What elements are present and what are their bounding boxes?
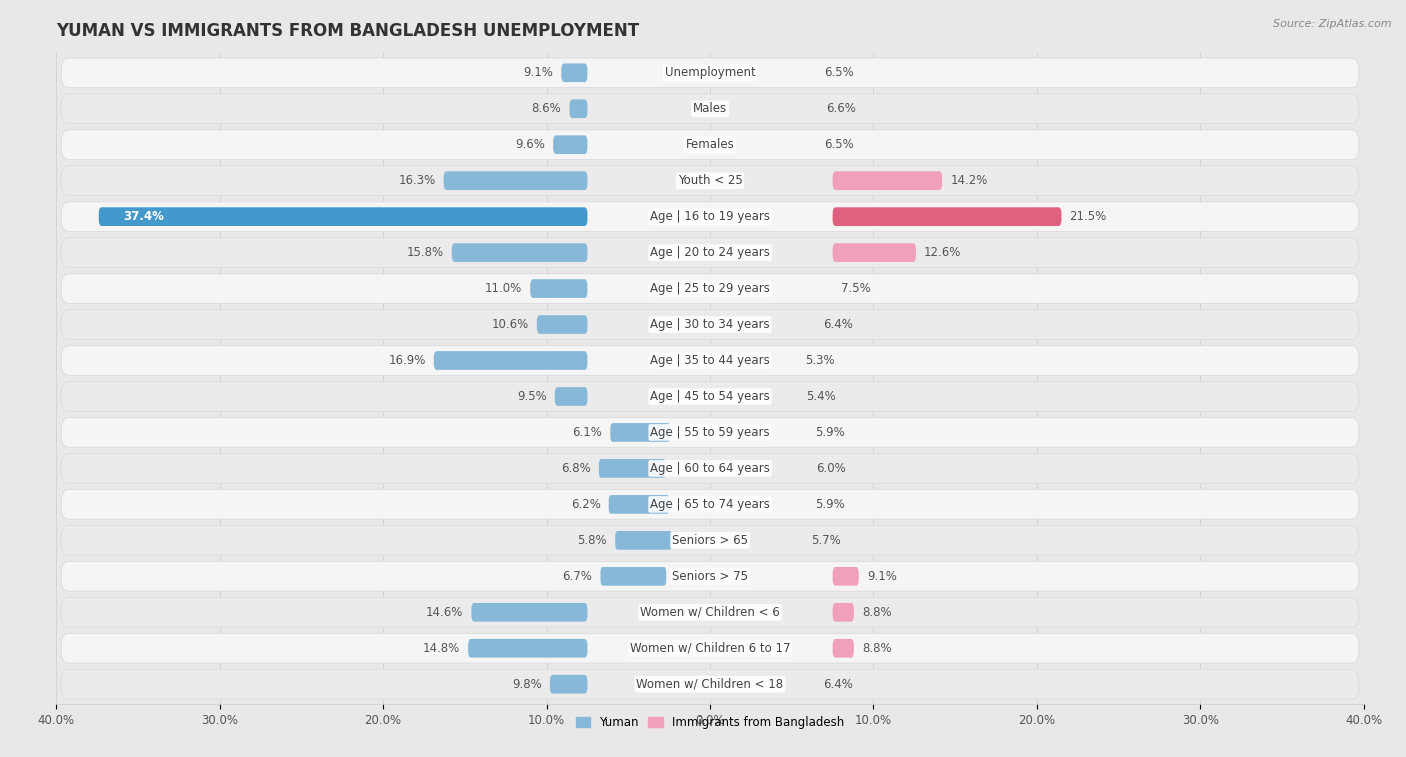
FancyBboxPatch shape bbox=[60, 274, 1360, 304]
FancyBboxPatch shape bbox=[60, 382, 1360, 411]
Text: 14.2%: 14.2% bbox=[950, 174, 987, 187]
FancyBboxPatch shape bbox=[550, 675, 588, 693]
FancyBboxPatch shape bbox=[60, 597, 1360, 627]
FancyBboxPatch shape bbox=[561, 64, 588, 82]
Text: 6.4%: 6.4% bbox=[823, 678, 852, 690]
Text: 6.0%: 6.0% bbox=[817, 462, 846, 475]
Text: Source: ZipAtlas.com: Source: ZipAtlas.com bbox=[1274, 19, 1392, 29]
Text: 5.4%: 5.4% bbox=[807, 390, 837, 403]
FancyBboxPatch shape bbox=[569, 99, 588, 118]
Text: Age | 20 to 24 years: Age | 20 to 24 years bbox=[650, 246, 770, 259]
Text: Women w/ Children < 18: Women w/ Children < 18 bbox=[637, 678, 783, 690]
Text: Women w/ Children 6 to 17: Women w/ Children 6 to 17 bbox=[630, 642, 790, 655]
FancyBboxPatch shape bbox=[832, 639, 853, 658]
FancyBboxPatch shape bbox=[832, 603, 853, 621]
Text: 6.8%: 6.8% bbox=[561, 462, 591, 475]
FancyBboxPatch shape bbox=[468, 639, 588, 658]
FancyBboxPatch shape bbox=[434, 351, 588, 370]
Text: 21.5%: 21.5% bbox=[1070, 210, 1107, 223]
Text: 14.6%: 14.6% bbox=[426, 606, 463, 618]
FancyBboxPatch shape bbox=[832, 171, 942, 190]
FancyBboxPatch shape bbox=[98, 207, 588, 226]
Text: Age | 25 to 29 years: Age | 25 to 29 years bbox=[650, 282, 770, 295]
FancyBboxPatch shape bbox=[451, 243, 588, 262]
Text: YUMAN VS IMMIGRANTS FROM BANGLADESH UNEMPLOYMENT: YUMAN VS IMMIGRANTS FROM BANGLADESH UNEM… bbox=[56, 22, 640, 40]
Text: Age | 35 to 44 years: Age | 35 to 44 years bbox=[650, 354, 770, 367]
FancyBboxPatch shape bbox=[60, 202, 1360, 232]
FancyBboxPatch shape bbox=[537, 315, 588, 334]
FancyBboxPatch shape bbox=[60, 669, 1360, 699]
FancyBboxPatch shape bbox=[832, 207, 1062, 226]
FancyBboxPatch shape bbox=[444, 171, 588, 190]
Text: 8.8%: 8.8% bbox=[862, 642, 891, 655]
FancyBboxPatch shape bbox=[832, 567, 859, 586]
FancyBboxPatch shape bbox=[60, 453, 1360, 483]
FancyBboxPatch shape bbox=[60, 166, 1360, 195]
FancyBboxPatch shape bbox=[553, 136, 588, 154]
Text: 5.7%: 5.7% bbox=[811, 534, 841, 547]
Text: 6.4%: 6.4% bbox=[823, 318, 852, 331]
Text: 12.6%: 12.6% bbox=[924, 246, 962, 259]
Text: 5.3%: 5.3% bbox=[804, 354, 834, 367]
Text: Females: Females bbox=[686, 139, 734, 151]
Text: 6.6%: 6.6% bbox=[827, 102, 856, 115]
Text: 9.1%: 9.1% bbox=[523, 67, 553, 79]
Text: 15.8%: 15.8% bbox=[406, 246, 444, 259]
Text: 10.6%: 10.6% bbox=[491, 318, 529, 331]
Legend: Yuman, Immigrants from Bangladesh: Yuman, Immigrants from Bangladesh bbox=[571, 712, 849, 734]
FancyBboxPatch shape bbox=[60, 634, 1360, 663]
Text: 7.5%: 7.5% bbox=[841, 282, 870, 295]
Text: Women w/ Children < 6: Women w/ Children < 6 bbox=[640, 606, 780, 618]
Text: 5.9%: 5.9% bbox=[814, 498, 845, 511]
FancyBboxPatch shape bbox=[599, 459, 665, 478]
Text: 11.0%: 11.0% bbox=[485, 282, 522, 295]
Text: Age | 55 to 59 years: Age | 55 to 59 years bbox=[650, 426, 770, 439]
Text: Age | 45 to 54 years: Age | 45 to 54 years bbox=[650, 390, 770, 403]
FancyBboxPatch shape bbox=[60, 346, 1360, 375]
FancyBboxPatch shape bbox=[60, 562, 1360, 591]
FancyBboxPatch shape bbox=[60, 490, 1360, 519]
Text: 6.5%: 6.5% bbox=[824, 139, 855, 151]
FancyBboxPatch shape bbox=[609, 495, 669, 514]
Text: Age | 60 to 64 years: Age | 60 to 64 years bbox=[650, 462, 770, 475]
Text: 16.9%: 16.9% bbox=[388, 354, 426, 367]
Text: 14.8%: 14.8% bbox=[423, 642, 460, 655]
Text: Seniors > 75: Seniors > 75 bbox=[672, 570, 748, 583]
Text: 9.5%: 9.5% bbox=[517, 390, 547, 403]
FancyBboxPatch shape bbox=[60, 525, 1360, 555]
Text: 6.5%: 6.5% bbox=[824, 67, 855, 79]
Text: Age | 16 to 19 years: Age | 16 to 19 years bbox=[650, 210, 770, 223]
Text: 9.1%: 9.1% bbox=[868, 570, 897, 583]
Text: Unemployment: Unemployment bbox=[665, 67, 755, 79]
FancyBboxPatch shape bbox=[60, 418, 1360, 447]
Text: Seniors > 65: Seniors > 65 bbox=[672, 534, 748, 547]
Text: Age | 65 to 74 years: Age | 65 to 74 years bbox=[650, 498, 770, 511]
Text: Youth < 25: Youth < 25 bbox=[678, 174, 742, 187]
FancyBboxPatch shape bbox=[60, 94, 1360, 123]
FancyBboxPatch shape bbox=[555, 387, 588, 406]
FancyBboxPatch shape bbox=[610, 423, 671, 442]
Text: 16.3%: 16.3% bbox=[398, 174, 436, 187]
FancyBboxPatch shape bbox=[600, 567, 666, 586]
FancyBboxPatch shape bbox=[832, 243, 915, 262]
Text: 9.8%: 9.8% bbox=[512, 678, 541, 690]
Text: Males: Males bbox=[693, 102, 727, 115]
Text: 5.9%: 5.9% bbox=[814, 426, 845, 439]
FancyBboxPatch shape bbox=[60, 130, 1360, 160]
Text: 37.4%: 37.4% bbox=[124, 210, 165, 223]
Text: 6.7%: 6.7% bbox=[562, 570, 592, 583]
FancyBboxPatch shape bbox=[60, 58, 1360, 88]
FancyBboxPatch shape bbox=[60, 310, 1360, 339]
Text: Age | 30 to 34 years: Age | 30 to 34 years bbox=[650, 318, 770, 331]
FancyBboxPatch shape bbox=[60, 238, 1360, 267]
Text: 8.6%: 8.6% bbox=[531, 102, 561, 115]
Text: 9.6%: 9.6% bbox=[515, 139, 546, 151]
FancyBboxPatch shape bbox=[616, 531, 672, 550]
FancyBboxPatch shape bbox=[530, 279, 588, 298]
Text: 8.8%: 8.8% bbox=[862, 606, 891, 618]
Text: 6.1%: 6.1% bbox=[572, 426, 602, 439]
FancyBboxPatch shape bbox=[471, 603, 588, 621]
Text: 5.8%: 5.8% bbox=[578, 534, 607, 547]
Text: 6.2%: 6.2% bbox=[571, 498, 600, 511]
